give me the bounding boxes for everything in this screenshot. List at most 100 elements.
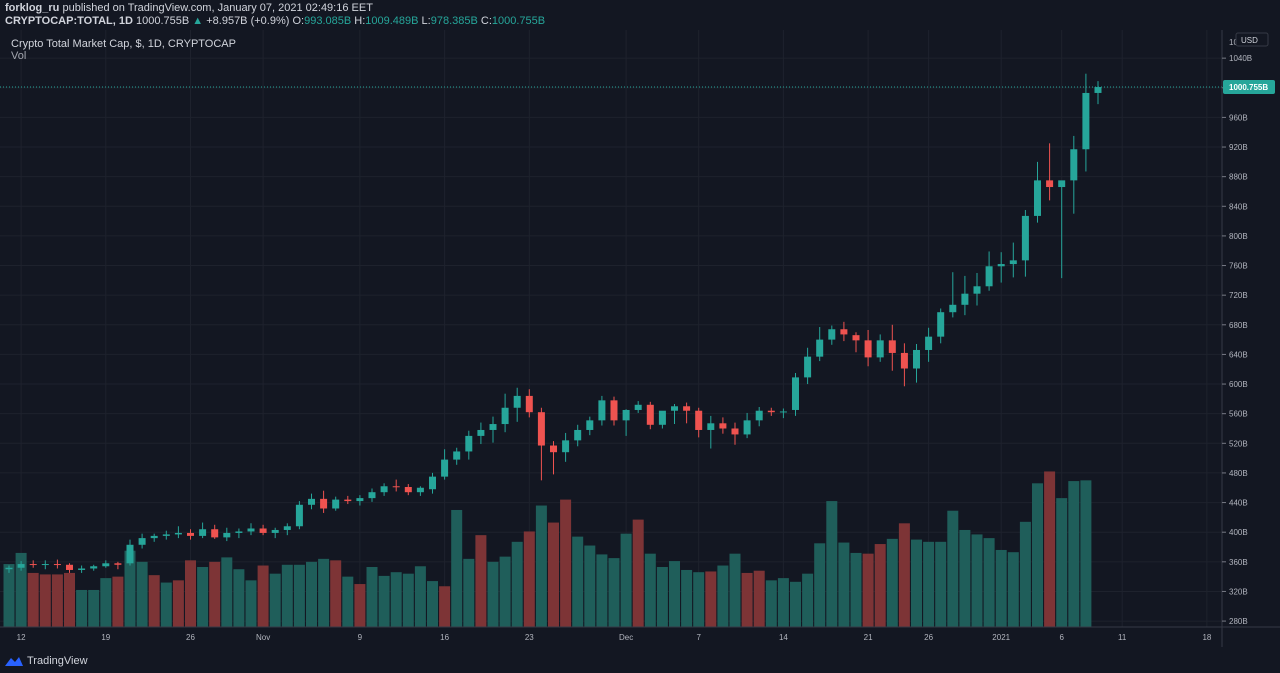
- candle-body: [416, 487, 424, 493]
- candle-body: [949, 304, 957, 313]
- volume-bar: [499, 556, 511, 627]
- candle-body: [320, 498, 328, 509]
- candle-body: [211, 529, 219, 538]
- currency-button[interactable]: [1235, 32, 1269, 47]
- candle-body: [574, 429, 582, 441]
- volume-bar: [693, 572, 705, 627]
- open-label: O:: [292, 15, 305, 27]
- candle-body: [658, 410, 666, 425]
- candle-body: [852, 335, 860, 341]
- volume-bar: [245, 580, 257, 627]
- volume-bar: [100, 578, 112, 627]
- candle-body: [392, 486, 400, 488]
- volume-bar: [548, 522, 559, 627]
- candle-body: [767, 410, 775, 413]
- volume-bar: [233, 569, 245, 627]
- y-tick-label: 320B: [1229, 587, 1248, 596]
- volume-bar: [330, 560, 342, 627]
- publisher-name[interactable]: forklog_ru: [5, 2, 60, 14]
- volume-bar: [1032, 483, 1043, 627]
- footer: TradingView: [0, 647, 1280, 673]
- volume-bar: [15, 552, 27, 627]
- candle-body: [489, 424, 497, 430]
- candle-body: [66, 564, 73, 570]
- y-tick-label: 640B: [1229, 350, 1248, 359]
- x-tick-label: Nov: [256, 633, 270, 642]
- candle-body: [271, 529, 279, 533]
- volume-bar: [935, 541, 947, 627]
- volume-bar: [971, 534, 983, 627]
- candle-body: [259, 528, 267, 533]
- price-chart[interactable]: 1040B1000B960B920B880B840B800B760B720B68…: [0, 0, 1280, 647]
- change-value: +8.957B (+0.9%): [206, 15, 290, 27]
- y-tick-label: 480B: [1229, 469, 1248, 478]
- volume-bar: [281, 564, 293, 627]
- candle-body: [1034, 180, 1041, 216]
- volume-bar: [705, 571, 717, 627]
- x-tick-label: 12: [17, 633, 26, 642]
- candle-body: [114, 563, 122, 565]
- candle-body: [562, 440, 570, 453]
- candle-body: [840, 329, 848, 335]
- volume-bar: [596, 554, 608, 627]
- close-label: C:: [480, 15, 492, 27]
- candle-body: [513, 395, 521, 408]
- candle-body: [876, 340, 884, 358]
- candle-body: [1082, 92, 1090, 150]
- candle-body: [368, 492, 376, 499]
- volume-bar: [136, 561, 148, 627]
- volume-bar: [620, 533, 632, 627]
- volume-bar: [838, 542, 850, 627]
- volume-bar: [1044, 471, 1056, 627]
- x-tick-label: 16: [440, 633, 449, 642]
- volume-bar: [148, 575, 160, 627]
- candle-body: [150, 535, 158, 539]
- volume-bar: [777, 578, 789, 627]
- volume-bar: [185, 560, 196, 627]
- volume-bar: [765, 580, 777, 627]
- x-tick-label: 9: [358, 633, 363, 642]
- volume-bar: [160, 582, 172, 627]
- volume-legend[interactable]: Vol: [11, 50, 27, 62]
- candle-body: [743, 420, 751, 435]
- y-tick-label: 280B: [1229, 617, 1248, 626]
- symbol-label[interactable]: CRYPTOCAP:TOTAL, 1D: [5, 15, 133, 27]
- candle-body: [550, 445, 557, 453]
- candle-body: [126, 544, 134, 564]
- candle-body: [937, 312, 945, 337]
- candle-body: [199, 529, 207, 536]
- volume-bar: [293, 564, 305, 627]
- ohlc-line: CRYPTOCAP:TOTAL, 1D 1000.755B ▲ +8.957B …: [5, 15, 545, 27]
- candle-body: [187, 532, 194, 536]
- candle-body: [622, 409, 630, 421]
- volume-bar: [523, 531, 535, 627]
- candle-body: [586, 420, 594, 430]
- volume-bar: [753, 570, 765, 627]
- volume-bar: [3, 564, 15, 627]
- candle-body: [804, 356, 812, 378]
- x-tick-label: 18: [1202, 633, 1211, 642]
- candle-body: [356, 498, 364, 502]
- candle-body: [792, 377, 799, 410]
- y-tick-label: 960B: [1229, 113, 1248, 122]
- volume-bar: [269, 573, 281, 627]
- candle-body: [441, 459, 449, 477]
- last-price-badge: [1223, 80, 1275, 95]
- volume-bar: [402, 573, 414, 627]
- tradingview-logo[interactable]: TradingView: [5, 655, 88, 667]
- candle-body: [683, 406, 691, 411]
- publisher-line: forklog_ru published on TradingView.com,…: [5, 2, 373, 14]
- candle-body: [380, 486, 388, 493]
- candle-body: [1009, 260, 1017, 265]
- chart-legend-title[interactable]: Crypto Total Market Cap, $, 1D, CRYPTOCA…: [11, 38, 236, 50]
- volume-bar: [656, 567, 668, 627]
- candle-body: [41, 564, 49, 566]
- volume-bar: [390, 572, 402, 627]
- low-label: L:: [421, 15, 431, 27]
- candle-body: [925, 336, 933, 350]
- volume-bar: [511, 541, 523, 627]
- volume-bar: [112, 576, 124, 627]
- volume-bar: [342, 576, 354, 627]
- last-price-label: 1000.755B: [1229, 83, 1268, 92]
- high-value: 1009.489B: [365, 15, 419, 27]
